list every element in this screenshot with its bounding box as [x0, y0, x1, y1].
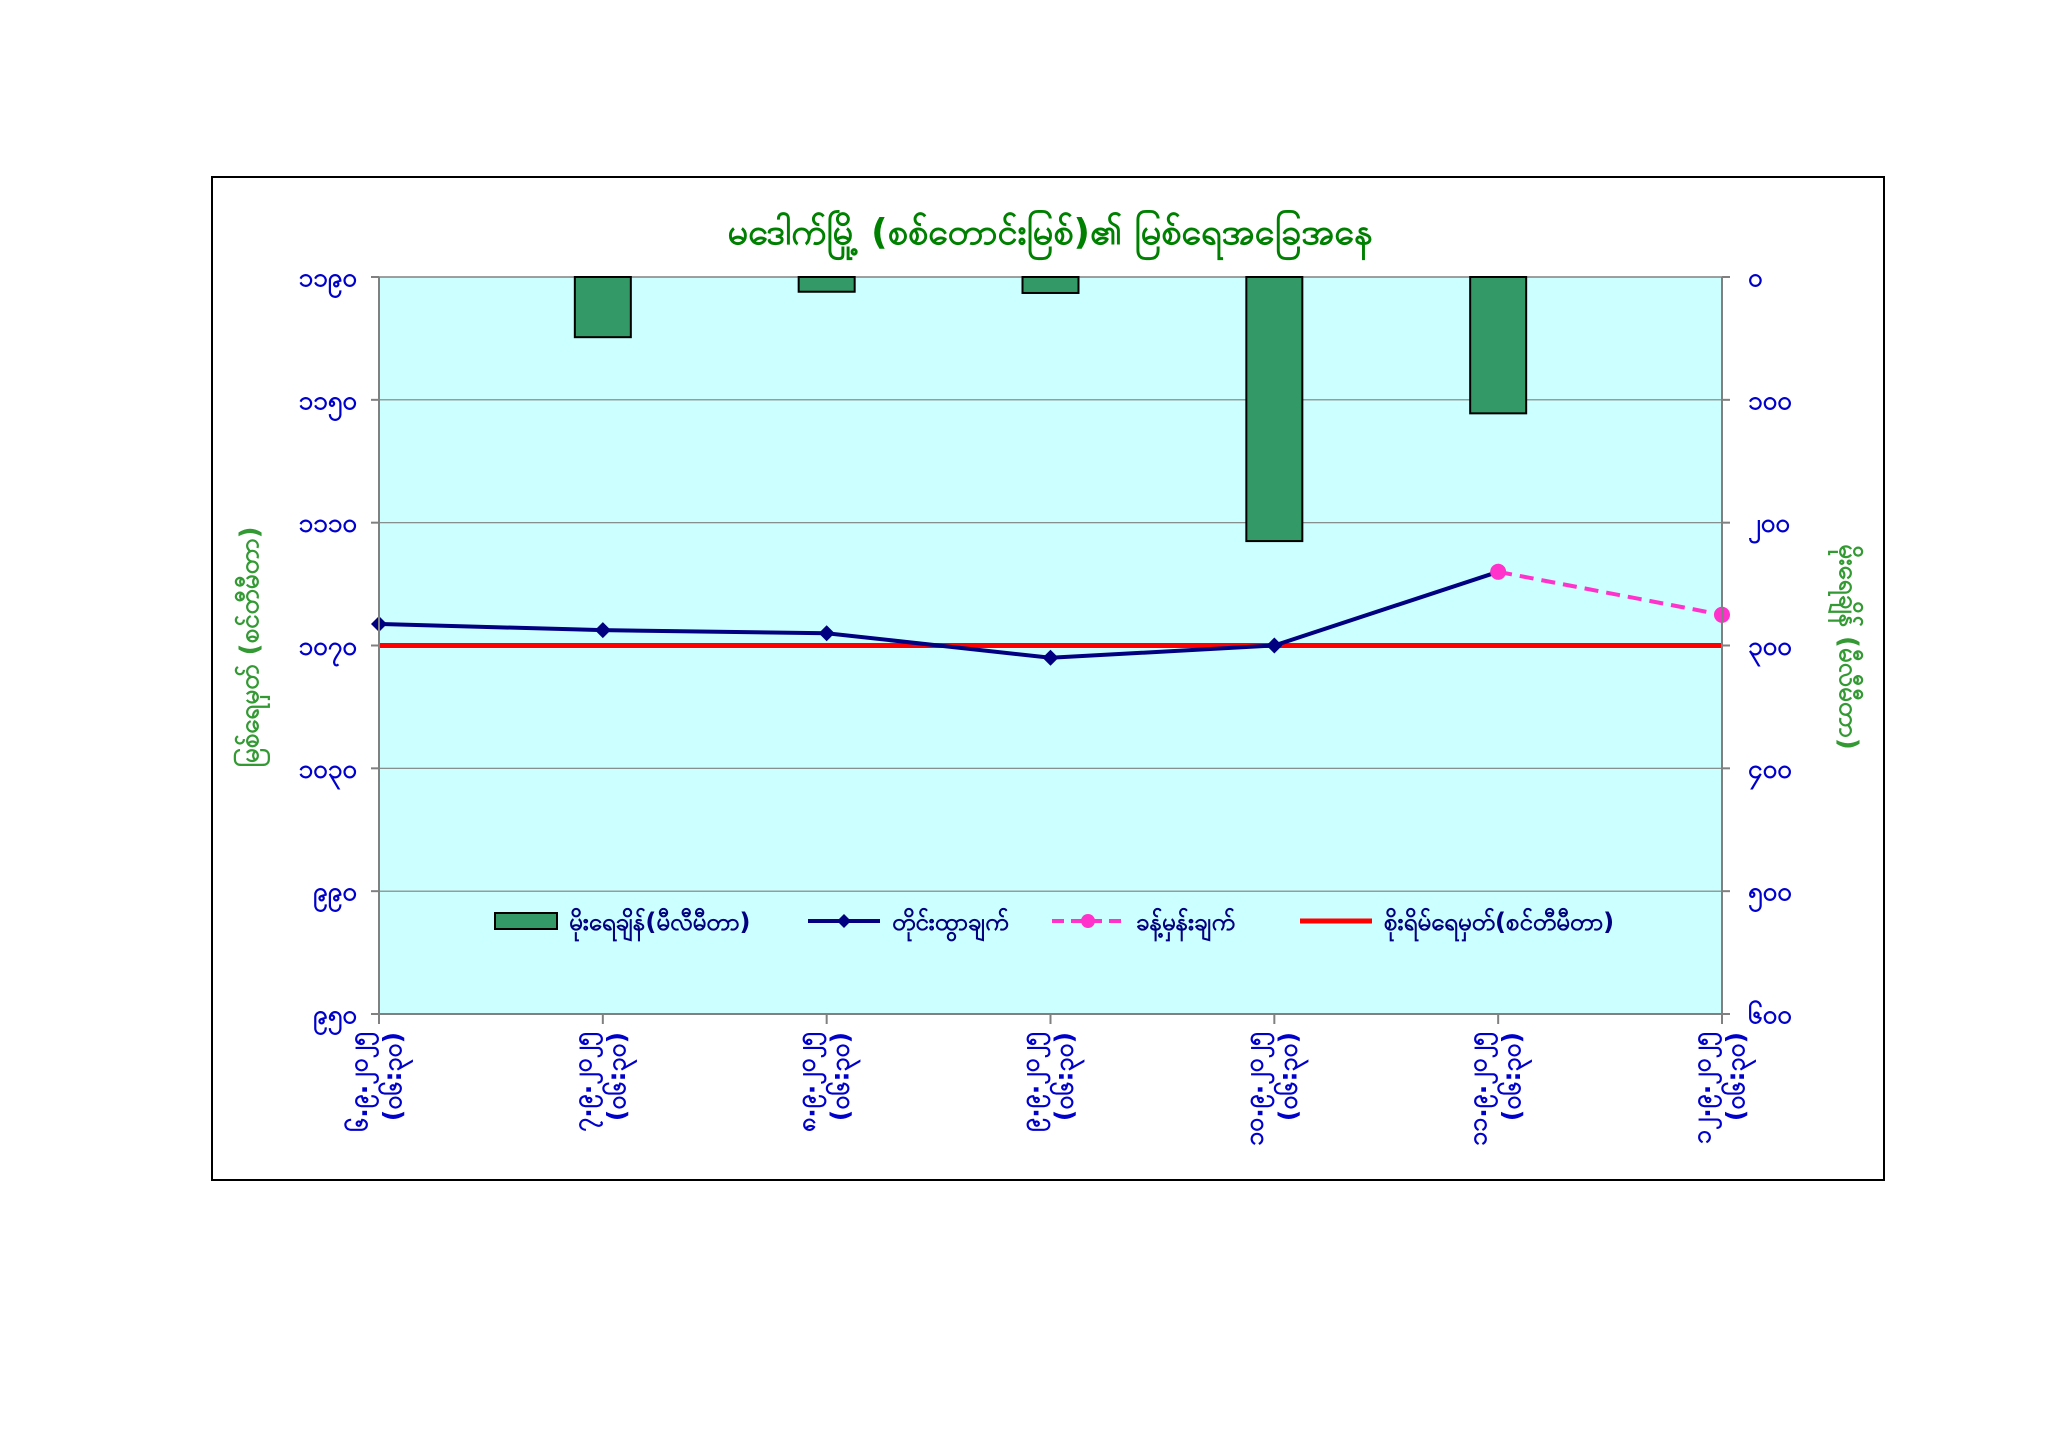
x-tick-label: ၆.၉.၂၀၂၅ (၀၆:၃၀): [344, 1032, 413, 1132]
measured-line: [378, 569, 1499, 660]
right-tick-label: ၅၀၀: [1748, 877, 1792, 913]
legend-marker-forecast: [1081, 914, 1095, 928]
rainfall-bar: [573, 276, 632, 339]
left-tick-label: ၁၁၅၀: [299, 386, 358, 422]
forecast-line: [1497, 569, 1723, 617]
measured-point: [594, 622, 611, 639]
left-axis-label: မြစ်ရေမှတ် (စင်တီမီတာ): [232, 526, 271, 767]
right-tick-label: ၂၀၀: [1748, 509, 1790, 545]
legend-marker-measured: [837, 914, 851, 928]
right-tick-label: ၄၀၀: [1748, 754, 1792, 790]
measured-point: [1042, 649, 1059, 666]
right-tick-label: ၁၀၀: [1748, 386, 1792, 416]
rainfall-bar: [1245, 276, 1304, 543]
x-tick-label: ၈.၉.၂၀၂၅ (၀၆:၃၀): [792, 1032, 861, 1132]
rainfall-bar: [1021, 276, 1080, 294]
left-tick-label: ၉၉၀: [313, 877, 357, 913]
chart-title: မဒေါက်မြို့ (စစ်တောင်းမြစ်)၏ မြစ်ရေအခြေအ…: [728, 210, 1373, 261]
right-axis-label: မိုးရေချိန် (မီလီမီတာ): [1827, 544, 1864, 750]
forecast-point: [1490, 563, 1507, 580]
rainfall-bar: [797, 276, 856, 293]
measured-point: [818, 625, 835, 642]
left-tick-label: ၁၀၃၀: [299, 754, 358, 790]
x-tick-label: ၇.၉.၂၀၂၅ (၀၆:၃၀): [568, 1032, 637, 1132]
rainfall-bar: [1469, 276, 1528, 415]
water-level-lines: [371, 563, 1730, 666]
rainfall-bars: [573, 276, 1528, 543]
measured-point: [1266, 637, 1283, 654]
left-tick-label: ၁၁၁၀: [299, 509, 358, 539]
right-tick-label: ၀: [1748, 263, 1763, 293]
x-tick-label: ၉.၉.၂၀၂၅ (၀၆:၃၀): [1016, 1032, 1085, 1132]
right-tick-label: ၆၀၀: [1748, 998, 1792, 1030]
legend-swatch-rainfall: [494, 912, 558, 930]
